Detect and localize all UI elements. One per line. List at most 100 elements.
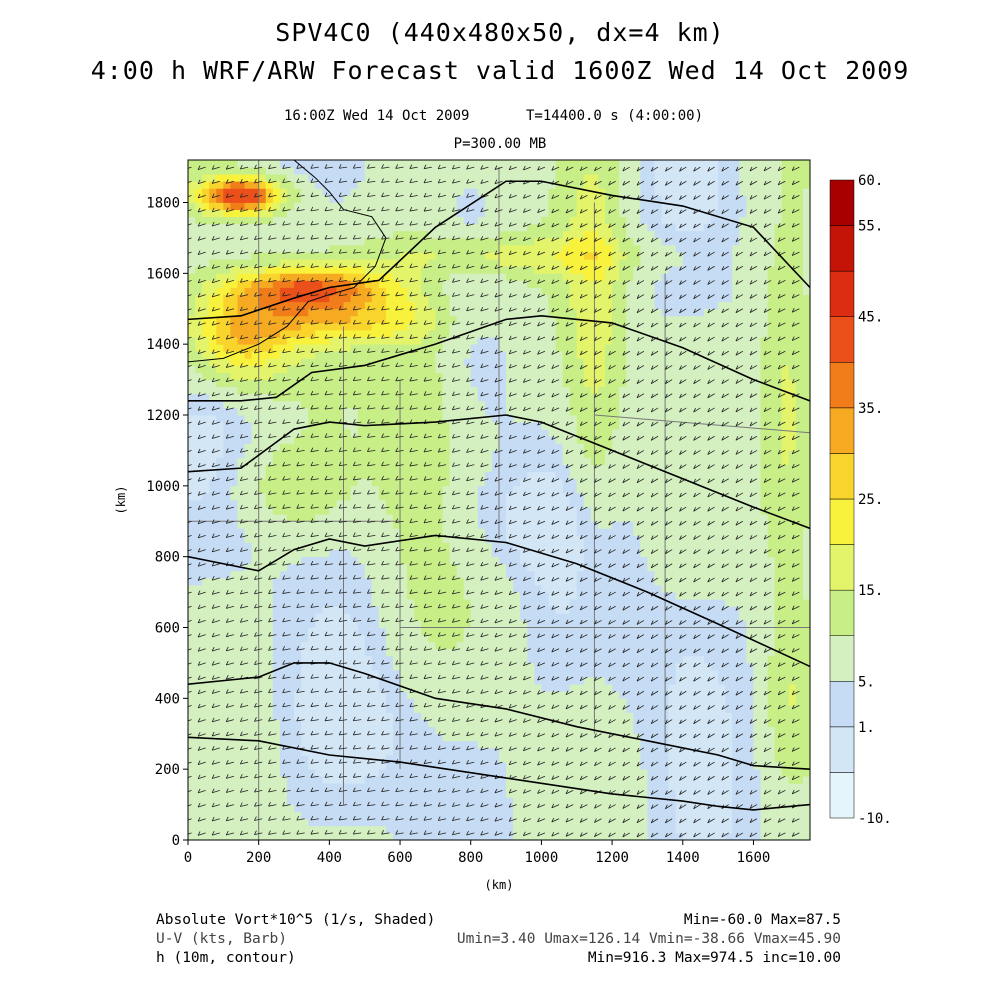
shading-cell [484, 344, 493, 352]
shading-cell [350, 216, 359, 225]
shading-cell [195, 790, 203, 798]
shading-cell [499, 167, 507, 175]
shading-cell [456, 577, 465, 586]
shading-cell [548, 436, 556, 444]
shading-cell [237, 500, 245, 508]
shading-cell [463, 471, 472, 480]
shading-cell [279, 606, 288, 614]
shading-cell [400, 804, 408, 813]
shading-cell [209, 344, 217, 352]
shading-cell [400, 521, 408, 529]
shading-cell [251, 492, 260, 501]
shading-cell [541, 315, 549, 324]
shading-cell [548, 230, 556, 239]
shading-cell [315, 485, 323, 494]
shading-cell [435, 386, 443, 395]
shading-cell [527, 429, 535, 437]
shading-cell [527, 655, 535, 664]
shading-cell [301, 400, 309, 409]
shading-cell [520, 245, 528, 253]
shading-cell [223, 195, 231, 203]
shading-cell [216, 422, 224, 430]
shading-cell [520, 195, 528, 203]
shading-cell [371, 181, 380, 189]
shading-cell [279, 648, 288, 657]
shading-cell [407, 577, 415, 586]
shading-cell [400, 641, 408, 650]
shading-cell [463, 776, 472, 784]
shading-cell [286, 195, 295, 203]
shading-cell [308, 606, 316, 614]
shading-cell [209, 422, 217, 430]
shading-cell [279, 315, 288, 324]
shading-cell [272, 500, 281, 508]
shading-cell [279, 521, 288, 529]
shading-cell [499, 471, 507, 480]
shading-cell [301, 287, 309, 295]
shading-cell [357, 223, 366, 232]
shading-cell [364, 287, 373, 295]
shading-cell [336, 478, 344, 487]
shading-cell [541, 627, 549, 635]
shading-cell [336, 195, 344, 203]
shading-cell [244, 415, 253, 423]
shading-cell [385, 641, 394, 650]
shading-cell [308, 691, 316, 699]
shading-cell [237, 570, 245, 579]
shading-cell [244, 294, 253, 303]
shading-cell [477, 577, 486, 586]
shading-cell [336, 570, 344, 579]
shading-cell [435, 308, 443, 317]
shading-cell [244, 563, 253, 572]
shading-cell [350, 585, 359, 593]
shading-cell [477, 160, 486, 168]
shading-cell [378, 507, 387, 515]
shading-cell [322, 705, 330, 713]
shading-cell [216, 563, 224, 572]
shading-cell [435, 407, 443, 416]
shading-cell [470, 301, 479, 310]
shading-cell [308, 655, 316, 664]
shading-cell [350, 648, 359, 657]
shading-cell [499, 641, 507, 650]
shading-cell [301, 443, 309, 451]
shading-cell [357, 400, 366, 409]
shading-cell [265, 762, 274, 770]
shading-cell [414, 790, 422, 798]
shading-cell [272, 195, 281, 203]
shading-cell [456, 521, 465, 529]
shading-cell [364, 733, 373, 742]
shading-cell [279, 500, 288, 508]
shading-cell [534, 755, 542, 763]
shading-cell [336, 797, 344, 805]
shading-cell [251, 684, 260, 692]
shading-cell [244, 804, 253, 813]
shading-cell [491, 733, 500, 742]
shading-cell [463, 230, 472, 239]
shading-cell [491, 450, 500, 458]
shading-cell [534, 464, 542, 473]
shading-cell [421, 372, 429, 380]
shading-cell [449, 684, 457, 692]
shading-cell [470, 698, 479, 706]
shading-cell [371, 280, 380, 288]
shading-cell [470, 648, 479, 657]
shading-cell [251, 443, 260, 451]
shading-cell [301, 478, 309, 487]
shading-cell [265, 160, 274, 168]
shading-cell [209, 528, 217, 536]
shading-cell [216, 776, 224, 784]
shading-cell [188, 825, 196, 834]
shading-cell [463, 181, 472, 189]
shading-cell [322, 592, 330, 600]
shading-cell [350, 599, 359, 607]
shading-cell [385, 415, 394, 423]
shading-cell [428, 641, 436, 650]
shading-cell [265, 514, 274, 522]
shading-cell [230, 599, 238, 607]
shading-cell [392, 287, 401, 295]
shading-cell [527, 563, 535, 572]
shading-cell [548, 308, 556, 317]
shading-cell [491, 599, 500, 607]
shading-cell [244, 641, 253, 650]
